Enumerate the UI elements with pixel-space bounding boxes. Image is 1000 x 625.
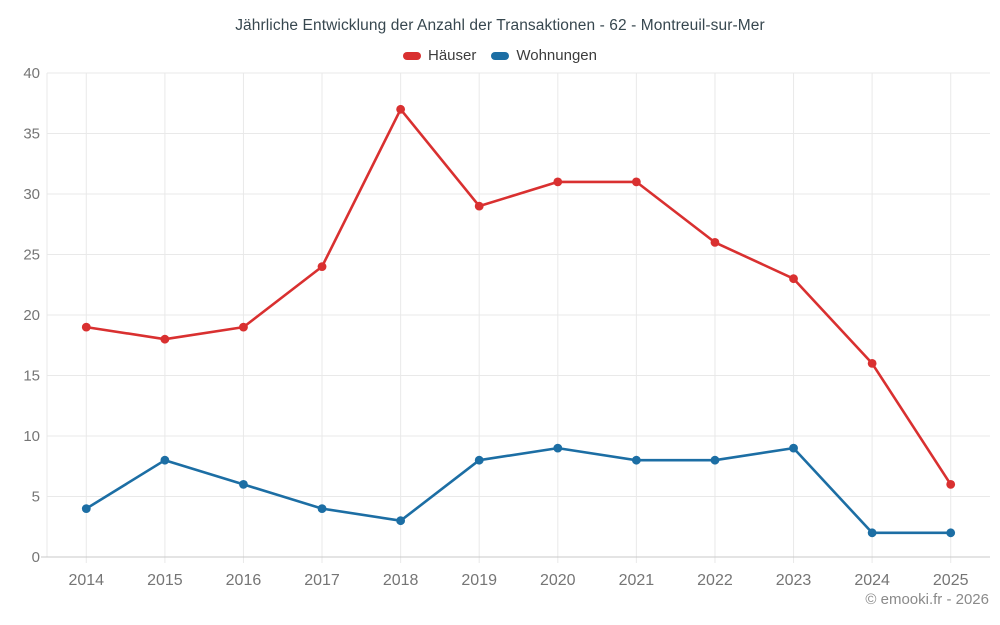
legend-label-wohnungen: Wohnungen [516, 47, 597, 64]
y-axis-tick-label: 5 [32, 489, 40, 506]
data-point [789, 274, 798, 284]
x-axis-tick-label: 2015 [147, 572, 183, 589]
series-line-1 [84, 446, 953, 535]
legend-item-wohnungen[interactable]: Wohnungen [491, 47, 597, 64]
x-axis-tick-label: 2024 [854, 572, 890, 589]
y-axis-tick-label: 20 [23, 307, 40, 324]
legend-item-haeuser[interactable]: Häuser [403, 47, 476, 64]
data-point [396, 516, 406, 526]
data-point [946, 528, 956, 538]
x-axis-tick-label: 2021 [619, 572, 655, 589]
y-axis-tick-label: 15 [23, 368, 40, 385]
data-point [81, 322, 91, 332]
legend-swatch-haeuser [403, 51, 421, 60]
y-axis-tick-label: 30 [23, 186, 40, 203]
data-point [710, 455, 720, 465]
data-point [710, 238, 720, 247]
data-point [867, 359, 877, 368]
data-point [946, 480, 956, 489]
y-axis-tick-label: 40 [23, 65, 40, 82]
legend-swatch-wohnungen [491, 51, 510, 60]
x-axis-tick-label: 2022 [697, 572, 733, 589]
chart-title: Jährliche Entwicklung der Anzahl der Tra… [235, 17, 765, 34]
copyright-text: © emooki.fr - 2026 [865, 591, 989, 608]
data-point [239, 322, 248, 332]
x-axis-tick-label: 2025 [933, 572, 969, 589]
x-axis-tick-label: 2018 [383, 572, 419, 589]
data-point [631, 177, 641, 187]
y-axis-tick-label: 10 [23, 428, 40, 445]
data-point [396, 104, 406, 114]
y-axis-tick-label: 0 [32, 549, 40, 566]
x-axis-tick-label: 2016 [226, 572, 262, 589]
data-point [317, 262, 327, 271]
legend-label-haeuser: Häuser [428, 47, 477, 64]
data-point [474, 455, 484, 465]
data-point [239, 480, 248, 489]
data-point [160, 334, 170, 344]
data-point [317, 504, 327, 513]
data-point [867, 528, 877, 538]
x-axis-tick-label: 2023 [776, 572, 812, 589]
data-point [160, 455, 170, 465]
data-point [631, 455, 641, 465]
series-line-0 [84, 108, 953, 486]
data-point [553, 443, 563, 453]
data-point [553, 177, 563, 187]
x-axis-tick-label: 2020 [540, 572, 576, 589]
data-point [81, 504, 91, 513]
legend: Häuser Wohnungen [0, 47, 1000, 64]
x-axis-tick-label: 2014 [68, 572, 104, 589]
y-axis-tick-label: 25 [23, 247, 40, 264]
x-axis-tick-label: 2019 [461, 572, 497, 589]
data-point [474, 201, 484, 211]
y-axis-tick-label: 35 [23, 126, 40, 143]
data-point [789, 443, 798, 453]
x-axis-tick-label: 2017 [304, 572, 340, 589]
